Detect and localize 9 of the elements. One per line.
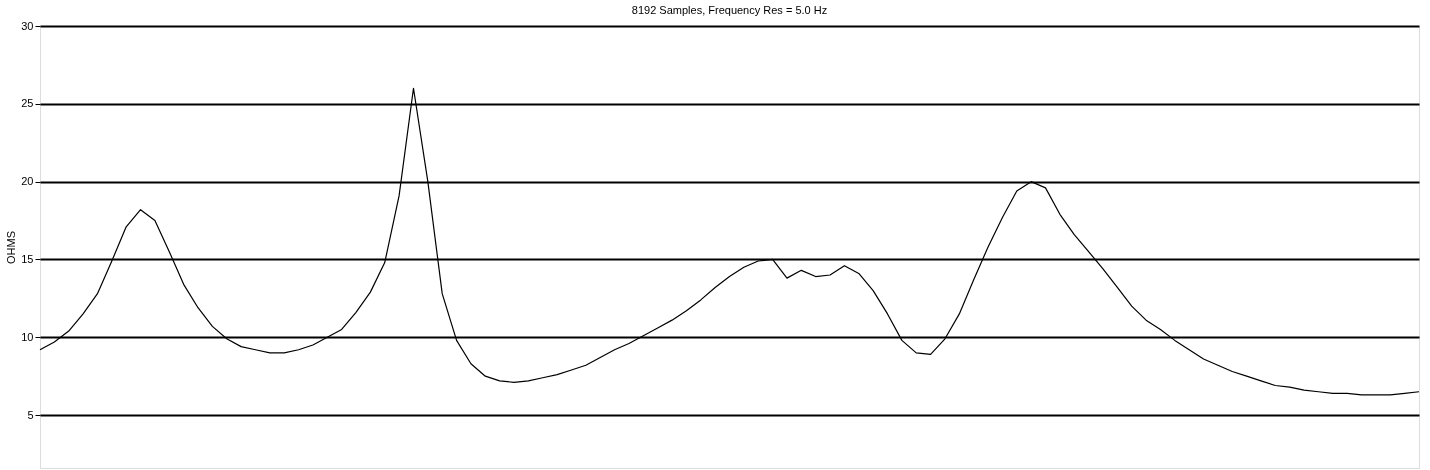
y-tick-label: 25 <box>21 97 34 110</box>
y-tick-label: 20 <box>21 175 34 188</box>
y-axis-title: OHMS <box>5 231 18 264</box>
line-series <box>39 87 1420 396</box>
chart-title: 8192 Samples, Frequency Res = 5.0 Hz <box>631 4 828 16</box>
y-tick-label: 5 <box>27 408 34 421</box>
y-tick-label: 10 <box>21 330 34 343</box>
y-tick-label: 15 <box>21 252 34 265</box>
y-tick-label: 30 <box>21 19 34 32</box>
